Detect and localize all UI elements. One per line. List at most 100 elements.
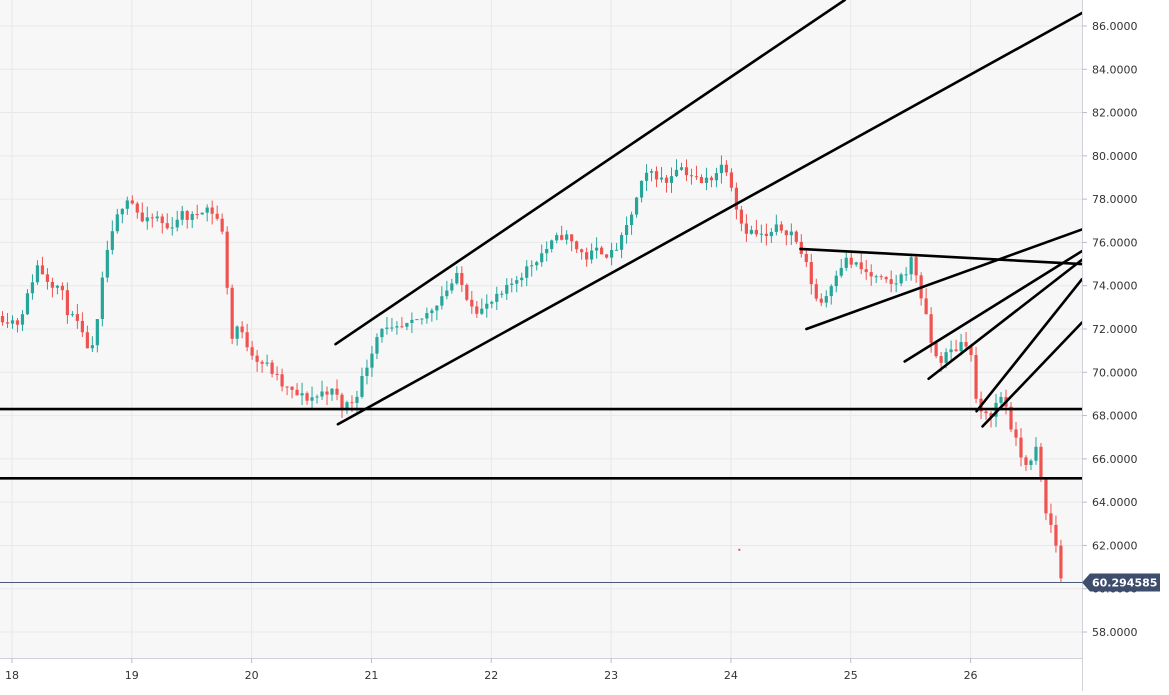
y-tick-label: 66.0000 (1092, 453, 1138, 466)
candle-body-up (749, 229, 753, 234)
candle-body-down (1059, 545, 1063, 579)
candle-body-up (440, 296, 444, 306)
current-price-label: 60.294585 (1092, 576, 1157, 589)
candle-body-down (80, 320, 84, 333)
candle-body-up (874, 276, 878, 278)
candle-body-up (365, 367, 369, 377)
candle-body-up (375, 337, 379, 354)
candle-body-up (834, 275, 838, 287)
candle-body-down (400, 326, 404, 328)
candle-body-up (95, 318, 99, 346)
candle-body-down (210, 207, 214, 214)
candle-body-up (839, 267, 843, 276)
candle-body-down (764, 233, 768, 237)
candle-body-down (5, 322, 10, 324)
current-price-tag-background (1082, 573, 1160, 592)
candle-body-up (200, 212, 204, 215)
candle-body-down (809, 262, 813, 285)
candle-body-down (470, 299, 474, 307)
candle-body-down (580, 249, 584, 253)
candle-body-down (260, 361, 264, 364)
annotations (738, 548, 741, 551)
candle-body-up (510, 283, 514, 285)
candle-body-down (215, 213, 219, 219)
candle-body-up (370, 353, 374, 368)
candle-body-up (100, 277, 104, 319)
x-tick-label: 24 (724, 669, 738, 682)
candle-body-up (380, 328, 384, 338)
candle-body-up (70, 314, 74, 316)
candle-body-up (550, 240, 554, 249)
candle-body-up (180, 211, 184, 220)
candle-body-up (899, 274, 903, 284)
candle-body-up (540, 253, 544, 263)
candle-body-down (934, 342, 938, 357)
candle-body-up (415, 319, 419, 321)
candle-body-up (999, 397, 1003, 403)
candle-body-down (285, 386, 289, 388)
candle-body-down (889, 279, 893, 284)
candle-body-up (355, 396, 359, 403)
y-tick-label: 78.0000 (1092, 193, 1138, 206)
candle-body-up (949, 349, 953, 353)
candle-body-down (1009, 406, 1013, 430)
candle-body-up (944, 352, 948, 363)
y-tick-label: 70.0000 (1092, 366, 1138, 379)
candle-body-down (689, 175, 694, 177)
candle-body-up (629, 214, 634, 225)
y-tick-label: 72.0000 (1092, 323, 1138, 336)
candle-body-up (565, 234, 569, 240)
candle-body-up (490, 301, 494, 304)
candle-body-down (295, 389, 299, 396)
candle-body-down (974, 355, 978, 399)
candle-body-up (854, 262, 858, 265)
candle-body-down (784, 230, 788, 236)
candle-body-up (310, 397, 314, 401)
candle-body-up (125, 200, 129, 209)
candle-body-down (150, 217, 154, 219)
candle-body-up (844, 257, 848, 268)
candle-body-up (35, 265, 40, 283)
candle-body-down (230, 287, 234, 339)
candle-body-up (170, 227, 174, 229)
candle-body-up (435, 305, 439, 311)
candle-body-up (909, 257, 913, 275)
candle-body-up (55, 285, 60, 288)
candle-body-down (45, 274, 50, 282)
x-tick-label: 22 (484, 669, 498, 682)
candle-body-down (654, 171, 659, 180)
x-axis-panel (0, 658, 1082, 691)
candle-body-up (145, 217, 149, 222)
candle-body-down (729, 172, 734, 188)
candle-body-down (585, 252, 589, 260)
x-tick-label: 18 (5, 669, 19, 682)
candle-body-down (50, 281, 55, 288)
x-axis-ticks: 18 19 20 21 22 23 24 25 26 (5, 658, 978, 682)
candle-body-up (445, 290, 449, 297)
candle-body-down (225, 231, 229, 288)
candle-body-up (555, 235, 559, 241)
candle-body-up (390, 327, 394, 329)
horizontal-levels (0, 407, 1082, 480)
candle-body-up (115, 214, 119, 232)
candle-body-up (1034, 446, 1038, 461)
candle-body-down (475, 306, 479, 314)
candle-body-up (659, 177, 664, 180)
candle-body-down (694, 176, 699, 178)
candle-body-up (674, 169, 679, 177)
candle-body-down (245, 332, 249, 348)
candle-body-down (60, 285, 65, 291)
candle-body-down (250, 347, 254, 356)
trend-line (805, 228, 1084, 331)
candle-body-down (460, 272, 464, 285)
candle-body-down (575, 241, 579, 250)
candle-body-down (270, 362, 274, 374)
y-tick-label: 62.0000 (1092, 539, 1138, 552)
candle-body-down (560, 235, 564, 240)
candle-body-down (465, 284, 469, 300)
candle-body-down (600, 247, 604, 255)
candle-body-down (684, 167, 689, 176)
candle-body-down (1024, 457, 1028, 465)
candle-body-down (724, 164, 729, 173)
